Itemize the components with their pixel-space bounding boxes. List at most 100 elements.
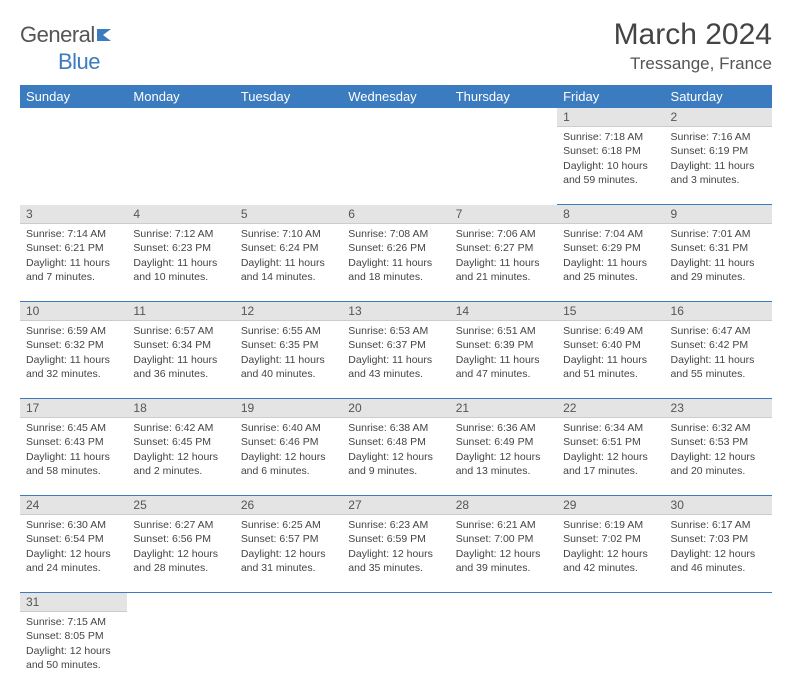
day-content-cell: Sunrise: 7:18 AMSunset: 6:18 PMDaylight:… xyxy=(557,127,664,205)
daylight-line: Daylight: 11 hours and 43 minutes. xyxy=(348,353,443,381)
sunrise-line: Sunrise: 6:25 AM xyxy=(241,518,336,532)
sunset-line: Sunset: 6:57 PM xyxy=(241,532,336,546)
sunrise-line: Sunrise: 6:23 AM xyxy=(348,518,443,532)
day-content-cell: Sunrise: 7:04 AMSunset: 6:29 PMDaylight:… xyxy=(557,224,664,302)
col-monday: Monday xyxy=(127,85,234,108)
day-number-cell xyxy=(450,108,557,127)
sunset-line: Sunset: 6:29 PM xyxy=(563,241,658,255)
sunrise-line: Sunrise: 6:59 AM xyxy=(26,324,121,338)
day-content-cell xyxy=(450,612,557,690)
day-number-cell xyxy=(20,108,127,127)
sunrise-line: Sunrise: 6:17 AM xyxy=(671,518,766,532)
sunrise-line: Sunrise: 6:47 AM xyxy=(671,324,766,338)
sunset-line: Sunset: 7:02 PM xyxy=(563,532,658,546)
sunset-line: Sunset: 6:21 PM xyxy=(26,241,121,255)
daylight-line: Daylight: 12 hours and 6 minutes. xyxy=(241,450,336,478)
day-content-cell xyxy=(235,127,342,205)
daylight-line: Daylight: 11 hours and 3 minutes. xyxy=(671,159,766,187)
sunset-line: Sunset: 6:48 PM xyxy=(348,435,443,449)
daylight-line: Daylight: 11 hours and 40 minutes. xyxy=(241,353,336,381)
day-number-cell: 19 xyxy=(235,399,342,418)
sunset-line: Sunset: 6:31 PM xyxy=(671,241,766,255)
sunset-line: Sunset: 6:34 PM xyxy=(133,338,228,352)
day-number-cell: 4 xyxy=(127,205,234,224)
day-content-cell: Sunrise: 6:34 AMSunset: 6:51 PMDaylight:… xyxy=(557,418,664,496)
day-number-cell: 13 xyxy=(342,302,449,321)
daynum-row: 10111213141516 xyxy=(20,302,772,321)
daylight-line: Daylight: 11 hours and 14 minutes. xyxy=(241,256,336,284)
col-wednesday: Wednesday xyxy=(342,85,449,108)
day-content-cell: Sunrise: 6:30 AMSunset: 6:54 PMDaylight:… xyxy=(20,515,127,593)
weekday-header-row: Sunday Monday Tuesday Wednesday Thursday… xyxy=(20,85,772,108)
sunset-line: Sunset: 6:45 PM xyxy=(133,435,228,449)
sunset-line: Sunset: 8:05 PM xyxy=(26,629,121,643)
day-content-cell: Sunrise: 7:14 AMSunset: 6:21 PMDaylight:… xyxy=(20,224,127,302)
day-content-cell: Sunrise: 6:32 AMSunset: 6:53 PMDaylight:… xyxy=(665,418,772,496)
daylight-line: Daylight: 11 hours and 25 minutes. xyxy=(563,256,658,284)
sunset-line: Sunset: 6:46 PM xyxy=(241,435,336,449)
day-number-cell: 14 xyxy=(450,302,557,321)
daynum-row: 3456789 xyxy=(20,205,772,224)
day-content-cell: Sunrise: 6:51 AMSunset: 6:39 PMDaylight:… xyxy=(450,321,557,399)
col-thursday: Thursday xyxy=(450,85,557,108)
daylight-line: Daylight: 12 hours and 31 minutes. xyxy=(241,547,336,575)
day-number-cell: 31 xyxy=(20,593,127,612)
day-number-cell: 10 xyxy=(20,302,127,321)
day-content-cell xyxy=(20,127,127,205)
day-number-cell xyxy=(342,108,449,127)
daynum-row: 31 xyxy=(20,593,772,612)
sunset-line: Sunset: 6:18 PM xyxy=(563,144,658,158)
day-content-cell: Sunrise: 7:08 AMSunset: 6:26 PMDaylight:… xyxy=(342,224,449,302)
day-number-cell: 25 xyxy=(127,496,234,515)
daylight-line: Daylight: 11 hours and 58 minutes. xyxy=(26,450,121,478)
daylight-line: Daylight: 11 hours and 21 minutes. xyxy=(456,256,551,284)
day-number-cell: 9 xyxy=(665,205,772,224)
day-content-cell: Sunrise: 6:17 AMSunset: 7:03 PMDaylight:… xyxy=(665,515,772,593)
sunrise-line: Sunrise: 7:14 AM xyxy=(26,227,121,241)
day-number-cell: 20 xyxy=(342,399,449,418)
sunrise-line: Sunrise: 6:36 AM xyxy=(456,421,551,435)
daylight-line: Daylight: 11 hours and 18 minutes. xyxy=(348,256,443,284)
sunrise-line: Sunrise: 6:57 AM xyxy=(133,324,228,338)
content-row: Sunrise: 7:14 AMSunset: 6:21 PM Daylight:… xyxy=(20,224,772,302)
day-number-cell: 7 xyxy=(450,205,557,224)
sunrise-line: Sunrise: 6:32 AM xyxy=(671,421,766,435)
sunset-line: Sunset: 6:49 PM xyxy=(456,435,551,449)
sunset-line: Sunset: 6:43 PM xyxy=(26,435,121,449)
daylight-line: Daylight: 12 hours and 13 minutes. xyxy=(456,450,551,478)
day-content-cell: Sunrise: 6:55 AMSunset: 6:35 PMDaylight:… xyxy=(235,321,342,399)
day-number-cell: 15 xyxy=(557,302,664,321)
header: GeneralBlue March 2024 Tressange, France xyxy=(20,18,772,75)
day-number-cell: 18 xyxy=(127,399,234,418)
day-content-cell: Sunrise: 6:19 AMSunset: 7:02 PMDaylight:… xyxy=(557,515,664,593)
daylight-line: Daylight: 12 hours and 42 minutes. xyxy=(563,547,658,575)
daylight-line: Daylight: 11 hours and 29 minutes. xyxy=(671,256,766,284)
day-content-cell: Sunrise: 7:15 AMSunset: 8:05 PMDaylight:… xyxy=(20,612,127,690)
logo: GeneralBlue xyxy=(20,22,119,75)
col-sunday: Sunday xyxy=(20,85,127,108)
daylight-line: Daylight: 12 hours and 35 minutes. xyxy=(348,547,443,575)
daylight-line: Daylight: 12 hours and 17 minutes. xyxy=(563,450,658,478)
sunrise-line: Sunrise: 7:18 AM xyxy=(563,130,658,144)
daylight-line: Daylight: 12 hours and 24 minutes. xyxy=(26,547,121,575)
daylight-line: Daylight: 12 hours and 50 minutes. xyxy=(26,644,121,672)
day-number-cell: 11 xyxy=(127,302,234,321)
day-content-cell xyxy=(557,612,664,690)
day-content-cell: Sunrise: 6:42 AMSunset: 6:45 PMDaylight:… xyxy=(127,418,234,496)
day-number-cell: 24 xyxy=(20,496,127,515)
day-number-cell xyxy=(127,593,234,612)
day-content-cell xyxy=(665,612,772,690)
day-content-cell: Sunrise: 7:10 AMSunset: 6:24 PMDaylight:… xyxy=(235,224,342,302)
day-number-cell xyxy=(235,593,342,612)
daynum-row: 24252627282930 xyxy=(20,496,772,515)
day-number-cell: 30 xyxy=(665,496,772,515)
day-number-cell: 8 xyxy=(557,205,664,224)
sunset-line: Sunset: 6:56 PM xyxy=(133,532,228,546)
content-row: Sunrise: 6:45 AMSunset: 6:43 PMDaylight:… xyxy=(20,418,772,496)
day-number-cell xyxy=(342,593,449,612)
sunset-line: Sunset: 7:03 PM xyxy=(671,532,766,546)
content-row: Sunrise: 7:15 AMSunset: 8:05 PMDaylight:… xyxy=(20,612,772,690)
col-friday: Friday xyxy=(557,85,664,108)
day-number-cell xyxy=(127,108,234,127)
sunset-line: Sunset: 6:51 PM xyxy=(563,435,658,449)
